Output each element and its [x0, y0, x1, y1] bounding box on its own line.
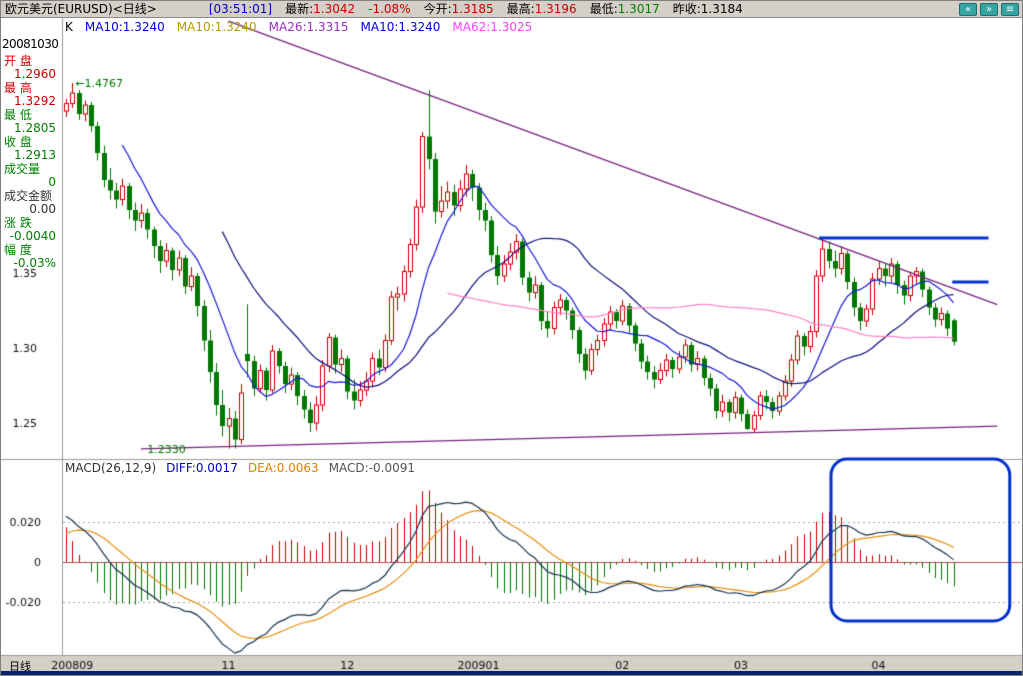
field-volume: 成交量 0 — [4, 162, 56, 189]
field-open: 开 盘 1.2960 — [4, 54, 56, 81]
title-bar: 欧元美元(EURUSD)<日线> [03:51:01] 最新:1.3042 -1… — [1, 1, 1022, 18]
field-change: 涨 跌 -0.0040 — [4, 216, 56, 243]
macd-header: MACD(26,12,9) DIFF:0.0017 DEA:0.0063 MAC… — [65, 461, 415, 475]
legend-item-ma62: MA62:1.3025 — [452, 20, 533, 34]
legend-item-ma10b: MA10:1.3240 — [176, 20, 257, 34]
menu-button[interactable]: ≡ — [1001, 2, 1019, 16]
legend-item-ma10c: MA10:1.3240 — [360, 20, 441, 34]
macd-diff-value: DIFF:0.0017 — [166, 461, 238, 475]
period-label: 日线 — [9, 660, 31, 673]
field-close: 收 盘 1.2913 — [4, 135, 56, 162]
legend-item-k: K — [65, 20, 73, 34]
quote-change-pct: -1.08% — [368, 2, 411, 16]
quote-open: 今开:1.3185 — [423, 2, 494, 16]
instrument-title: 欧元美元(EURUSD)<日线> — [5, 2, 157, 16]
scroll-left-button[interactable]: « — [959, 2, 977, 16]
quote-prev-close: 昨收:1.3184 — [672, 2, 743, 16]
ma-legend: K MA10:1.3240 MA10:1.3240 MA26:1.3315 MA… — [65, 20, 532, 34]
macd-dea-value: DEA:0.0063 — [247, 461, 319, 475]
quote-low: 最低:1.3017 — [589, 2, 660, 16]
macd-title: MACD(26,12,9) — [65, 461, 157, 475]
field-low: 最 低 1.2805 — [4, 108, 56, 135]
info-panel: 20081030 开 盘 1.2960 最 高 1.3292 最 低 1.280… — [1, 37, 61, 271]
legend-item-ma26: MA26:1.3315 — [268, 20, 349, 34]
field-turnover: 成交金额 0.00 — [4, 189, 56, 216]
field-high: 最 高 1.3292 — [4, 81, 56, 108]
candlestick-chart[interactable] — [1, 18, 1022, 673]
toolbar-buttons: « » ≡ — [959, 2, 1019, 16]
quote-high: 最高:1.3196 — [506, 2, 577, 16]
screen-edge-strip — [1, 671, 1022, 675]
session-clock: [03:51:01] — [208, 2, 273, 16]
legend-item-ma10: MA10:1.3240 — [84, 20, 165, 34]
info-date: 20081030 — [2, 37, 59, 51]
macd-value: MACD:-0.0091 — [328, 461, 416, 475]
quote-last: 最新:1.3042 — [285, 2, 356, 16]
scroll-right-button[interactable]: » — [980, 2, 998, 16]
field-range: 幅 度 -0.03% — [4, 243, 56, 270]
